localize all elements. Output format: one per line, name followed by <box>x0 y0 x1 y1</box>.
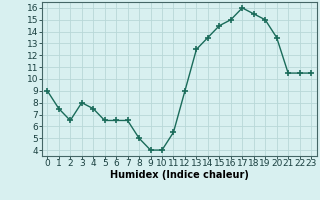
X-axis label: Humidex (Indice chaleur): Humidex (Indice chaleur) <box>110 170 249 180</box>
